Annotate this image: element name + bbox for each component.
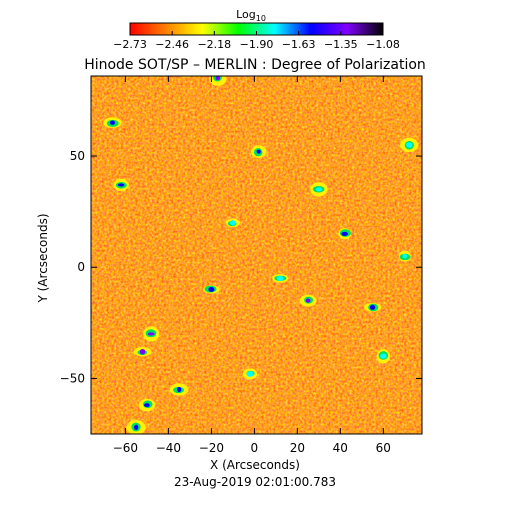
x-tick-label: −20: [199, 441, 224, 455]
feature-core: [134, 424, 139, 430]
y-axis-label: Y (Arcseconds): [36, 213, 50, 303]
feature-core: [177, 386, 182, 393]
plot-area: −60 −40 −20 0 20 40 60 −50 0 50: [60, 75, 423, 455]
feature-core: [402, 253, 408, 259]
chart-title: Hinode SOT/SP – MERLIN : Degree of Polar…: [84, 57, 426, 73]
feature-core: [117, 183, 125, 187]
feature-core: [246, 371, 254, 377]
feature-core: [305, 298, 311, 303]
feature-core: [276, 275, 284, 282]
feature-core: [139, 348, 146, 355]
heatmap-field: [91, 76, 422, 434]
x-tick-label: −60: [113, 441, 138, 455]
colorbar-tick-label: −2.18: [197, 38, 231, 51]
x-tick-label: 20: [290, 441, 305, 455]
x-axis-ticks: −60 −40 −20 0 20 40 60: [113, 76, 391, 455]
x-tick-label: 40: [333, 441, 348, 455]
heatmap-features: [103, 76, 419, 434]
feature-core: [380, 353, 387, 359]
y-tick-label: −50: [60, 371, 85, 385]
colorbar-tick-label: −1.90: [240, 38, 274, 51]
feature-core: [144, 403, 150, 408]
colorbar-tick-label: −1.08: [366, 38, 400, 51]
y-tick-label: 50: [70, 149, 85, 163]
feature-core: [405, 142, 413, 148]
colorbar-tick-label: −2.46: [155, 38, 189, 51]
feature-core: [341, 231, 348, 236]
x-tick-label: 0: [251, 441, 259, 455]
feature-core: [315, 187, 322, 192]
feature-core: [369, 304, 376, 310]
feature-core: [229, 220, 236, 226]
feature-core: [215, 76, 221, 81]
y-axis-ticks: −50 0 50: [60, 149, 422, 385]
feature-core: [110, 120, 115, 125]
x-tick-label: 60: [376, 441, 391, 455]
y-tick-label: 0: [77, 260, 85, 274]
colorbar-label-subscript: 10: [256, 14, 266, 23]
x-axis-label: X (Arcseconds): [210, 458, 300, 472]
colorbar-ticks: −2.73 −2.46 −2.18 −1.90 −1.63 −1.35 −1.08: [113, 31, 400, 51]
feature-core: [256, 149, 261, 154]
colorbar-label: Log10: [236, 8, 266, 23]
feature-core: [208, 286, 215, 292]
feature-core: [147, 332, 155, 336]
plot-frame: [90, 75, 423, 435]
observation-date: 23-Aug-2019 02:01:00.783: [174, 475, 336, 489]
x-tick-label: −40: [156, 441, 181, 455]
colorbar-tick-label: −1.35: [324, 38, 358, 51]
colorbar-tick-label: −2.73: [113, 38, 147, 51]
colorbar: Log10 −2.73 −2.46 −2.18 −1.90 −1.63 −1.35 −1.0…: [113, 8, 400, 51]
colorbar-tick-label: −1.63: [282, 38, 316, 51]
